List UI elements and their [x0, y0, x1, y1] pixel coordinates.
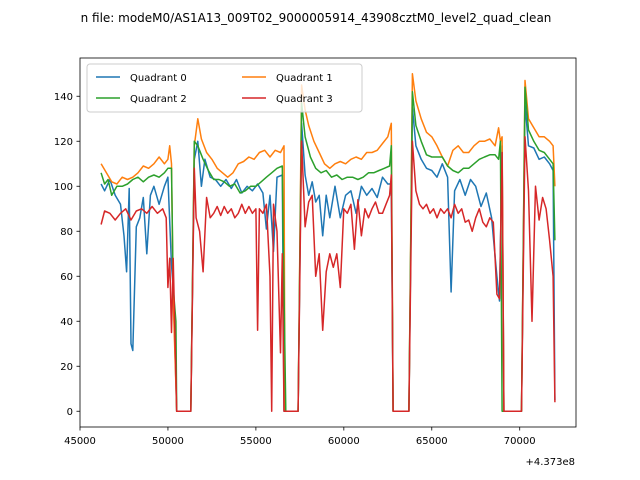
- y-tick-label: 80: [60, 227, 73, 238]
- y-tick-label: 100: [54, 182, 73, 193]
- legend-label-quadrant-2: Quadrant 2: [130, 94, 187, 105]
- y-tick-label: 60: [60, 272, 73, 283]
- legend-label-quadrant-1: Quadrant 1: [276, 73, 333, 84]
- legend-label-quadrant-3: Quadrant 3: [276, 94, 333, 105]
- y-tick-label: 40: [60, 317, 73, 328]
- x-axis: 45000 50000 55000 60000 65000 70000: [64, 427, 536, 447]
- x-tick-label: 70000: [504, 436, 536, 447]
- x-tick-label: 55000: [240, 436, 272, 447]
- x-axis-offset-label: +4.373e8: [525, 457, 575, 468]
- chart-title: n file: modeM0/AS1A13_009T02_9000005914_…: [81, 11, 552, 25]
- series-line-quadrant-2: [100, 86, 556, 413]
- plot-frame: [79, 57, 577, 428]
- plot-area: [79, 57, 577, 428]
- x-tick-label: 45000: [64, 436, 96, 447]
- x-tick-label: 65000: [416, 436, 448, 447]
- series-line-quadrant-0: [100, 102, 556, 413]
- y-tick-label: 140: [54, 92, 73, 103]
- legend: Quadrant 0 Quadrant 1 Quadrant 2 Quadrant 3: [86, 63, 363, 113]
- y-axis: 0 20 40 60 80 100 120 140: [54, 92, 80, 418]
- legend-box: [86, 63, 363, 113]
- x-tick-label: 60000: [328, 436, 360, 447]
- y-tick-label: 120: [54, 137, 73, 148]
- series-layer: [100, 73, 556, 413]
- series-line-quadrant-3: [100, 136, 556, 413]
- legend-label-quadrant-0: Quadrant 0: [130, 73, 187, 84]
- y-tick-label: 20: [60, 362, 73, 373]
- y-tick-label: 0: [67, 407, 73, 418]
- series-line-quadrant-1: [100, 73, 556, 413]
- x-tick-label: 50000: [152, 436, 184, 447]
